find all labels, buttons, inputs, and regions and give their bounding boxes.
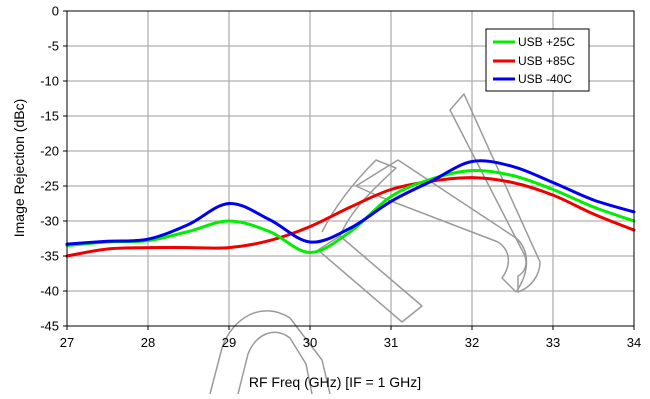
legend: USB +25C USB +85C USB -40C: [485, 28, 590, 92]
x-axis-ticks: 27 28 29 30 31 32 33 34: [60, 326, 641, 350]
x-tick-label: 30: [303, 335, 317, 350]
y-tick-label: -45: [40, 319, 59, 334]
legend-label-usb-25c: USB +25C: [518, 35, 575, 49]
series-lines: [65, 159, 636, 258]
series-line-usb-neg40c: [65, 159, 636, 246]
y-tick-label: -10: [40, 74, 59, 89]
watermark-stroke-lower: [209, 310, 331, 395]
y-axis-ticks: 0 -5 -10 -15 -20 -25 -30 -35 -40 -45: [40, 4, 67, 334]
series-line-usb-25c: [65, 169, 636, 254]
watermark-stroke-lower-inner: [237, 331, 313, 395]
y-axis-title: Image Rejection (dBc): [11, 99, 27, 238]
x-tick-label: 33: [546, 335, 560, 350]
plot-area-border: [66, 10, 635, 327]
grid-lines: [67, 11, 634, 326]
series-line-usb-85c: [65, 176, 636, 258]
watermark-stroke-upper: [355, 159, 528, 293]
legend-label-usb-85c: USB +85C: [518, 54, 575, 68]
x-tick-label: 34: [627, 335, 641, 350]
legend-item-usb-85c: USB +85C: [493, 54, 575, 68]
y-tick-label: -30: [40, 214, 59, 229]
watermark-stroke-curve: [321, 159, 397, 237]
watermark: [209, 93, 541, 395]
x-tick-label: 29: [222, 335, 236, 350]
legend-label-usb-neg40c: USB -40C: [518, 72, 572, 86]
x-tick-label: 31: [384, 335, 398, 350]
y-tick-label: -5: [47, 39, 59, 54]
x-axis-title: RF Freq (GHz) [IF = 1 GHz]: [249, 374, 421, 390]
legend-item-usb-neg40c: USB -40C: [493, 72, 572, 86]
y-tick-label: -20: [40, 144, 59, 159]
x-tick-label: 32: [465, 335, 479, 350]
y-tick-label: 0: [52, 4, 59, 19]
y-tick-label: -15: [40, 109, 59, 124]
legend-item-usb-25c: USB +25C: [493, 35, 575, 49]
x-tick-label: 27: [60, 335, 74, 350]
watermark-stroke-middle: [317, 235, 423, 323]
y-tick-label: -40: [40, 284, 59, 299]
x-tick-label: 28: [141, 335, 155, 350]
watermark-stroke-diagonal: [449, 93, 541, 293]
y-tick-label: -25: [40, 179, 59, 194]
y-tick-label: -35: [40, 249, 59, 264]
